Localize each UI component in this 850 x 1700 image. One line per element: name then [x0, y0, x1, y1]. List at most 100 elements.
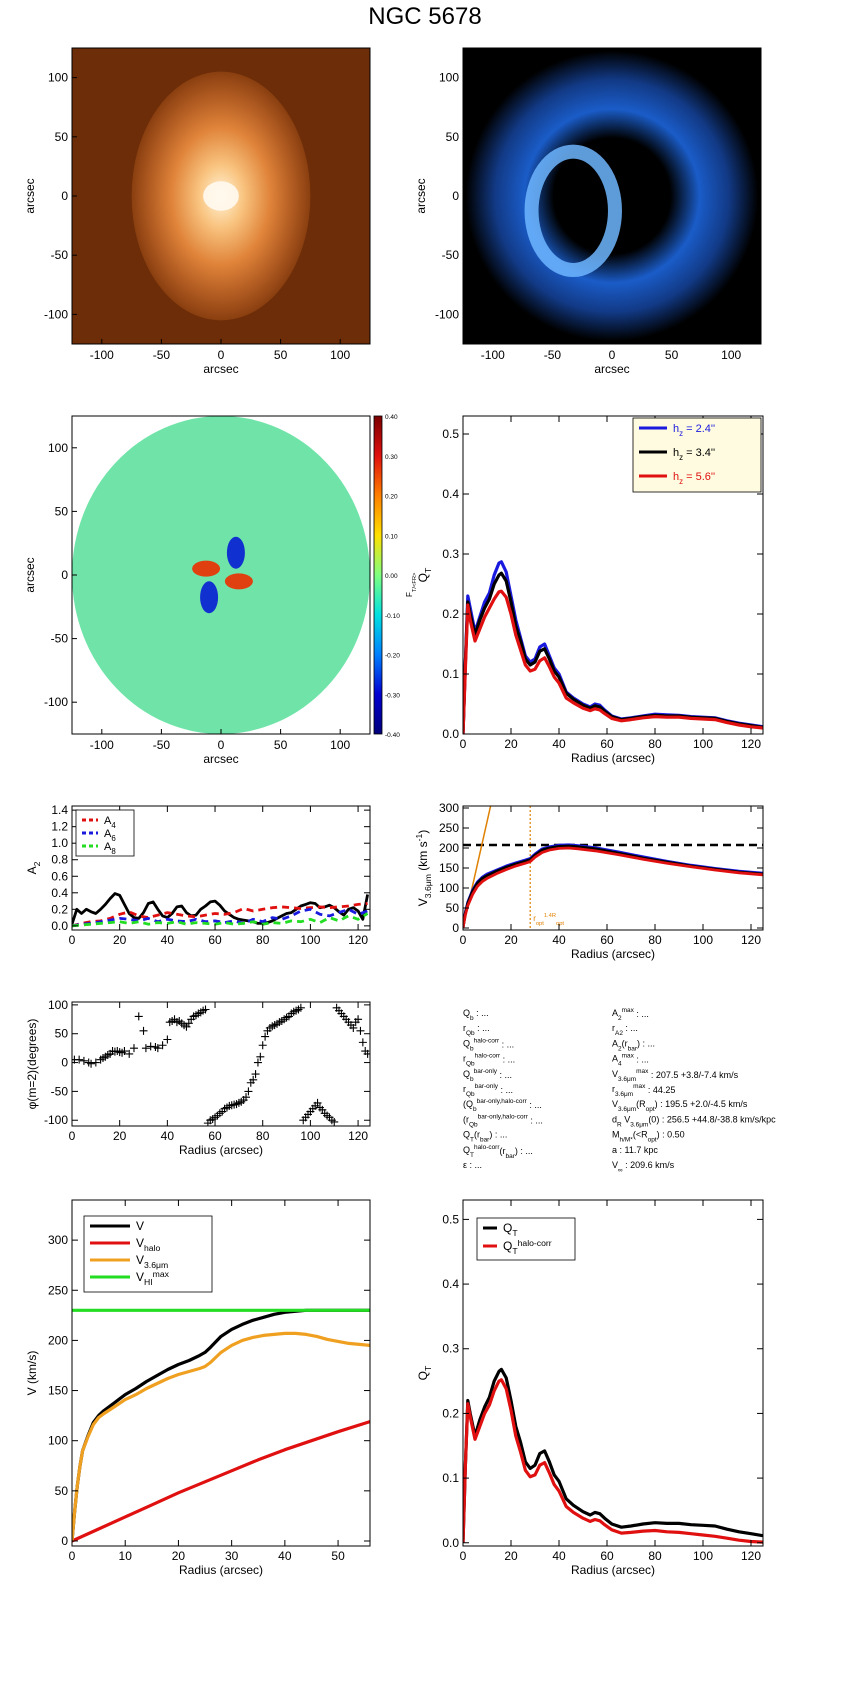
x-tick-label: 20	[113, 1129, 127, 1143]
y-tick-label: -100	[44, 695, 68, 709]
label-part: b	[470, 1045, 474, 1052]
data-point	[163, 1035, 172, 1044]
x-tick-label: 0	[218, 738, 225, 752]
x-tick-label: 0	[69, 1129, 76, 1143]
x-axis-label: arcsec	[203, 362, 238, 376]
series-line-1	[72, 1420, 370, 1543]
legend-label: hz = 5.6''	[673, 471, 715, 486]
label-part: 3.6μm	[618, 1106, 636, 1113]
label-part: )	[416, 830, 430, 834]
label-part: Qb	[466, 1091, 475, 1098]
label-part: halo-corr	[475, 1053, 501, 1060]
y-tick-label: 50	[446, 130, 460, 144]
legend-label: VHImax	[136, 1269, 170, 1287]
label-part: Q	[503, 1221, 512, 1235]
legend-label: V3.6μm	[136, 1253, 168, 1270]
y-axis-label: QT	[416, 1365, 433, 1380]
plot-area	[463, 806, 763, 930]
label-part: b	[473, 1106, 477, 1113]
x-tick-label: 40	[552, 737, 566, 751]
legend-label: QThalo-corr	[503, 1238, 552, 1256]
label-part: bar-only	[475, 1083, 499, 1090]
info-right-row: rA2 : ...	[612, 1023, 638, 1037]
y-tick-label: 0.4	[51, 886, 68, 900]
x-tick-label: 100	[693, 1549, 713, 1563]
y-axis-label: A2	[25, 861, 42, 874]
x-tick-label: -50	[153, 738, 171, 752]
label-part: r	[533, 914, 536, 923]
label-part: M	[612, 1130, 620, 1140]
label-part: 2	[32, 861, 42, 866]
y-tick-label: 100	[439, 71, 459, 85]
chart-panels: 0 20 40 60 80 100 1200.00.10.20.30.40.5Radius …	[25, 415, 764, 1577]
x-axis-label: Radius (arcsec)	[571, 1563, 655, 1577]
label-part: r	[612, 1023, 615, 1033]
info-left-row: rQbhalo-corr : ...	[463, 1053, 515, 1068]
label-part: z	[679, 477, 683, 486]
x-axis-label: Radius (arcsec)	[179, 1143, 263, 1157]
data-point	[354, 1015, 363, 1024]
series-line-2	[72, 1331, 370, 1542]
label-part: a : 11.7 kpc	[612, 1145, 658, 1155]
data-point	[256, 1052, 265, 1061]
label-part: 3.6μm	[144, 1260, 168, 1270]
series-line-0	[463, 1367, 763, 1543]
x-tick-label: 40	[278, 1549, 292, 1563]
plot-area	[72, 892, 369, 928]
x-tick-label: 120	[741, 737, 761, 751]
legend-label: QT	[503, 1221, 518, 1238]
data-point	[153, 1044, 162, 1053]
label-part: 3.6μm	[615, 1091, 633, 1098]
page-title: NGC 5678	[368, 3, 481, 30]
label-part: opt	[646, 1106, 655, 1113]
info-left-row: Qb : ...	[463, 1008, 489, 1022]
info-left-row: (rQbbar-only,halo-corr : ...	[463, 1113, 543, 1128]
label-part: V	[622, 1114, 631, 1124]
y-tick-label: 300	[48, 1233, 68, 1247]
y-tick-label: 1.0	[51, 836, 68, 850]
y-tick-label: 0	[452, 189, 459, 203]
x-tick-label: 0	[218, 348, 225, 362]
label-part: bar	[506, 1153, 516, 1160]
plot-area	[72, 1003, 370, 1126]
y-axis-label: QT	[416, 567, 433, 582]
label-part: T	[512, 1246, 518, 1256]
x-tick-label: 20	[113, 933, 127, 947]
y-tick-label: 0.0	[442, 1536, 459, 1550]
label-part: Q	[416, 1371, 430, 1380]
series-line-1	[72, 902, 368, 928]
colorbar-label: FT/<FR>	[405, 572, 418, 597]
label-part: T	[470, 1152, 474, 1159]
x-tick-label: 40	[161, 1129, 175, 1143]
colorbar-tick-label: 0.00	[385, 573, 398, 580]
x-tick-label: 100	[693, 737, 713, 751]
galaxy-core	[203, 181, 239, 211]
series-line-2	[463, 589, 763, 734]
y-tick-label: 0.4	[442, 1277, 459, 1291]
data-point	[358, 1038, 367, 1047]
label-part: (r	[474, 1130, 480, 1140]
label-part: 1.4R	[544, 913, 556, 919]
force-lobe	[192, 560, 221, 577]
label-part: r	[463, 1054, 466, 1064]
data-point	[349, 1023, 358, 1032]
x-tick-label: -100	[481, 348, 505, 362]
y-tick-label: 50	[55, 1484, 69, 1498]
y-tick-label: 50	[55, 1027, 69, 1041]
x-tick-label: 100	[693, 933, 713, 947]
y-tick-label: -100	[44, 1113, 68, 1127]
legend-box	[476, 1217, 576, 1261]
label-part: A	[612, 1038, 618, 1048]
y-tick-label: 50	[446, 901, 460, 915]
y-tick-label: 250	[48, 1283, 68, 1297]
data-point	[363, 1049, 370, 1058]
label-part: : ...	[498, 1085, 513, 1095]
y-tick-label: 0.4	[442, 487, 459, 501]
label-part: : ...	[634, 1009, 649, 1019]
y-tick-label: 0.0	[51, 919, 68, 933]
x-tick-label: 50	[665, 348, 679, 362]
label-part: : 207.5 +3.8/-7.4 km/s	[648, 1070, 738, 1080]
x-tick-label: 0	[460, 737, 467, 751]
label-part: Q	[463, 1038, 470, 1048]
